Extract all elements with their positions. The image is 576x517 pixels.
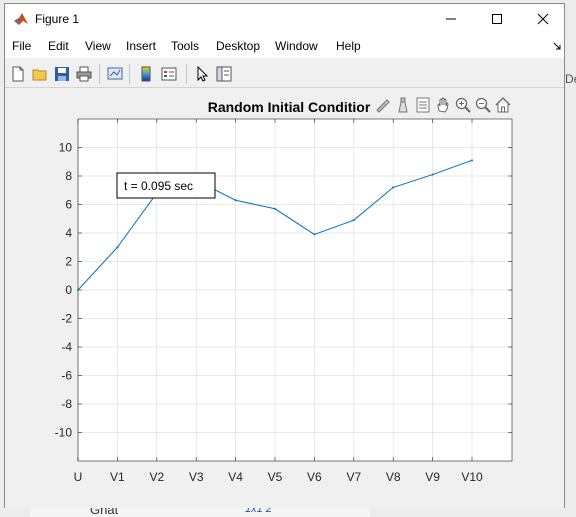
figure-toolbar [5,58,564,88]
data-tips-icon[interactable] [394,96,412,114]
colorbar-icon[interactable] [137,65,155,83]
menu-view[interactable]: View [85,39,111,53]
edit-plot-icon[interactable] [193,65,211,83]
window-title: Figure 1 [35,12,80,26]
menu-file[interactable]: File [12,39,32,53]
figure-canvas [5,88,564,508]
home-icon[interactable] [494,96,512,114]
background-fragment: De [565,72,576,86]
link-plot-icon[interactable] [106,65,124,83]
brush-icon[interactable] [373,96,391,114]
figure-window: Figure 1 File Edit View Insert Tools Des… [4,3,565,508]
menu-edit[interactable]: Edit [48,39,69,53]
minimize-button[interactable] [428,4,474,34]
property-inspector-icon[interactable] [215,65,233,83]
toolbar-separator [186,64,187,84]
pan-icon[interactable] [434,96,452,114]
menu-desktop[interactable]: Desktop [216,39,261,53]
save-icon[interactable] [53,65,71,83]
print-icon[interactable] [75,65,93,83]
zoom-in-icon[interactable] [454,96,472,114]
zoom-out-icon[interactable] [474,96,492,114]
maximize-button[interactable] [474,4,520,34]
menu-window[interactable]: Window [275,39,318,53]
matlab-logo-icon [14,13,28,25]
menu-insert[interactable]: Insert [126,39,157,53]
menu-help[interactable]: Help [336,39,361,53]
toolbar-separator [99,64,100,84]
title-bar: Figure 1 [5,4,564,34]
maximize-icon [492,14,502,24]
new-figure-icon[interactable] [9,65,27,83]
dock-arrow-icon[interactable] [553,42,561,50]
restore-view-icon[interactable] [414,96,432,114]
menu-bar: File Edit View Insert Tools Desktop Wind… [5,34,564,58]
close-icon [537,13,549,25]
close-button[interactable] [520,4,566,34]
minimize-icon [446,18,456,20]
open-file-icon[interactable] [31,65,49,83]
toolbar-separator [129,64,130,84]
menu-tools[interactable]: Tools [171,39,200,53]
legend-icon[interactable] [160,65,178,83]
